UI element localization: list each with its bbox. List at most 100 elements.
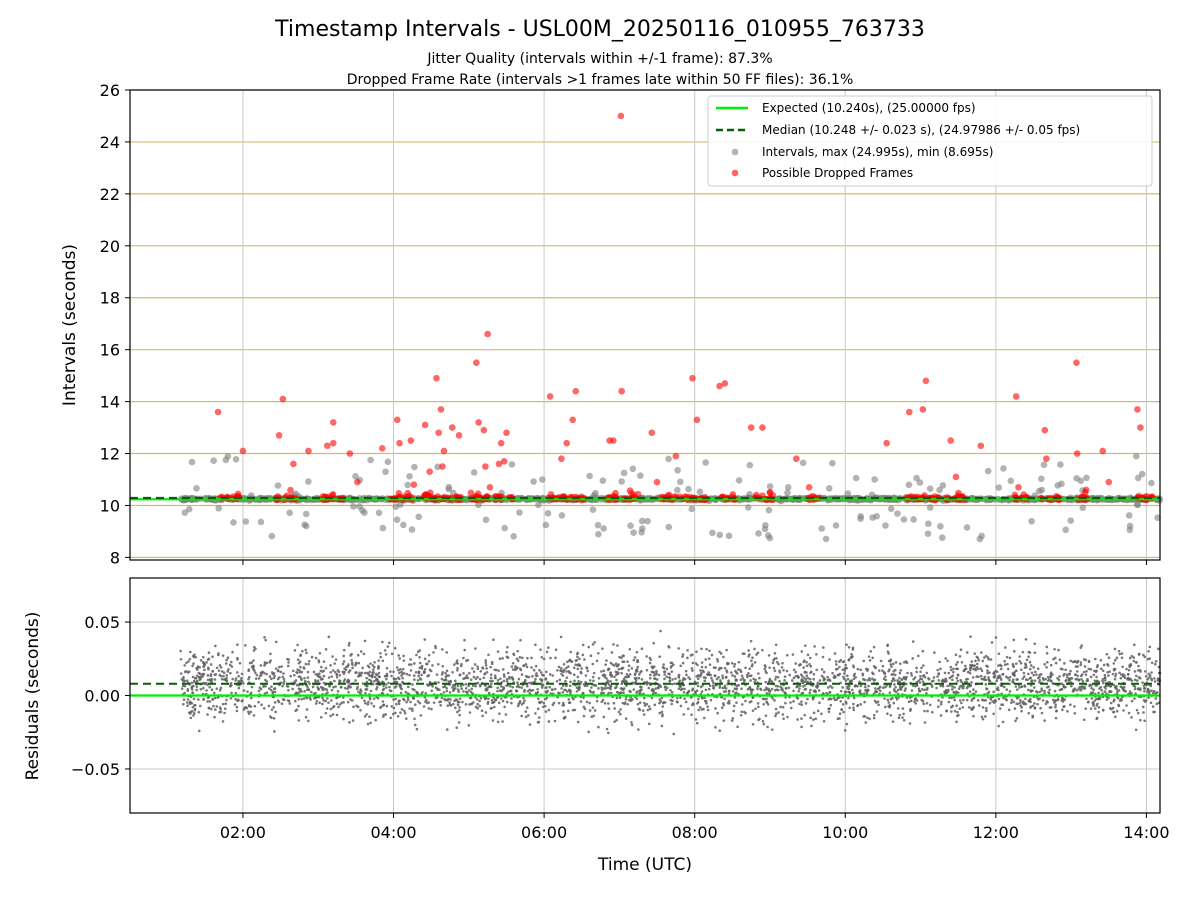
residual-point: [183, 684, 187, 688]
residual-point: [208, 678, 212, 681]
residual-point: [409, 663, 413, 666]
residual-point: [230, 691, 233, 695]
residual-point: [773, 651, 777, 655]
residual-point: [591, 691, 595, 694]
residual-point: [298, 660, 302, 664]
residual-point: [330, 699, 333, 702]
residual-point: [333, 662, 336, 665]
residual-point: [618, 655, 621, 659]
residual-point: [741, 676, 745, 680]
residual-point: [889, 659, 892, 663]
residual-point: [212, 691, 216, 695]
residual-point: [389, 670, 392, 673]
residual-point: [210, 688, 214, 691]
residual-point: [393, 680, 397, 684]
residual-point: [577, 679, 580, 683]
residual-point: [722, 690, 726, 693]
residual-point: [911, 657, 914, 660]
residual-point: [741, 652, 745, 655]
interval-point: [408, 526, 416, 533]
residual-point: [1112, 662, 1116, 665]
residual-point: [1079, 661, 1083, 664]
residual-point: [595, 659, 599, 663]
residual-point: [423, 670, 427, 674]
residual-point: [955, 720, 958, 724]
residual-point: [1043, 689, 1046, 693]
residual-point: [805, 674, 809, 677]
residual-point: [420, 664, 424, 668]
residual-point: [318, 675, 322, 679]
residual-point: [299, 689, 302, 692]
residual-point: [539, 671, 543, 674]
residual-point: [427, 660, 431, 663]
residual-point: [425, 662, 428, 666]
residual-point: [1117, 649, 1121, 653]
residual-point: [696, 674, 700, 677]
residual-point: [937, 672, 941, 676]
residual-point: [304, 662, 308, 666]
residual-point: [902, 719, 906, 722]
residual-point: [525, 706, 529, 710]
residual-point: [979, 667, 983, 671]
residual-point: [489, 676, 493, 680]
residual-point: [493, 674, 497, 678]
residual-point: [686, 707, 690, 711]
residual-point: [377, 659, 380, 662]
residual-point: [1069, 669, 1072, 673]
residual-point: [622, 677, 626, 681]
interval-point: [764, 532, 772, 539]
residual-point: [817, 689, 821, 692]
residual-point: [476, 675, 479, 679]
residual-point: [192, 714, 195, 717]
residual-point: [1014, 685, 1018, 688]
residual-point: [1117, 703, 1120, 707]
residual-point: [392, 706, 396, 710]
residual-point: [791, 679, 794, 682]
residual-point: [864, 667, 868, 671]
dropped-frame-outlier: [437, 406, 445, 413]
residual-point: [638, 701, 642, 704]
residual-point: [218, 673, 221, 677]
residual-point: [192, 697, 196, 701]
residual-point: [1113, 677, 1117, 681]
residual-point: [1151, 705, 1155, 708]
residual-point: [697, 708, 700, 712]
residual-point: [1138, 668, 1142, 672]
interval-point: [544, 510, 552, 517]
residual-point: [505, 650, 509, 654]
residual-point: [866, 678, 869, 682]
residual-point: [390, 674, 393, 678]
residual-point: [940, 700, 943, 704]
residual-point: [1109, 701, 1113, 705]
residual-point: [388, 689, 392, 692]
residual-point: [381, 640, 384, 644]
residual-point: [581, 691, 585, 695]
residual-point: [708, 684, 712, 688]
residual-point: [524, 715, 528, 719]
residual-point: [784, 696, 787, 699]
residual-point: [415, 653, 418, 657]
top-y-tick-label: 16: [100, 341, 120, 360]
interval-point: [1000, 465, 1007, 472]
residual-point: [476, 681, 480, 685]
residual-point: [632, 688, 636, 691]
residual-point: [950, 696, 954, 700]
residual-point: [485, 670, 489, 674]
residual-point: [699, 669, 702, 672]
residual-point: [992, 690, 995, 694]
residual-point: [474, 647, 477, 650]
residual-point: [1113, 658, 1117, 662]
residual-point: [1157, 647, 1160, 651]
residual-point: [1107, 696, 1110, 700]
residual-point: [1010, 698, 1014, 702]
residual-point: [240, 699, 244, 703]
residual-point: [215, 666, 219, 670]
residual-point: [761, 720, 765, 723]
residual-point: [440, 677, 444, 681]
dropped-frame-outlier: [546, 393, 554, 400]
residual-point: [545, 686, 548, 689]
residual-point: [1150, 678, 1154, 682]
dropped-frame-outlier: [323, 442, 331, 450]
interval-point: [1138, 470, 1146, 478]
residual-point: [1079, 646, 1083, 649]
